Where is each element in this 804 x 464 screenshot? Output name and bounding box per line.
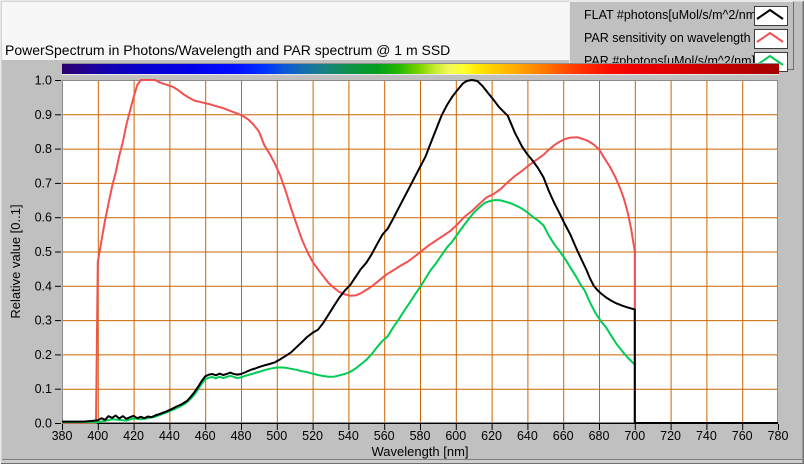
y-tick-label: 0.0 (35, 417, 52, 431)
title-band: PowerSpectrum in Photons/Wavelength and … (2, 2, 569, 60)
x-tick-label: 680 (589, 429, 610, 443)
legend-line-sample[interactable] (754, 29, 788, 49)
x-tick-label: 380 (52, 429, 73, 443)
legend-label: FLAT #photons[uMol/s/m^2/nm] (584, 8, 760, 22)
x-tick-label: 480 (231, 429, 252, 443)
y-tick-label: 0.7 (35, 176, 52, 190)
legend-item-par-sensitivity[interactable]: PAR sensitivity on wavelength (570, 28, 793, 49)
y-tick-label: 0.6 (35, 211, 52, 225)
x-tick-label: 720 (660, 429, 681, 443)
x-tick-label: 400 (87, 429, 108, 443)
y-tick-label: 0.1 (35, 382, 52, 396)
series-par-sensitivity-on-wavelength (62, 79, 636, 424)
x-tick-label: 560 (374, 429, 395, 443)
x-tick-label: 760 (732, 429, 753, 443)
legend-item-flat-photons[interactable]: FLAT #photons[uMol/s/m^2/nm] (570, 5, 793, 26)
x-tick-label: 420 (123, 429, 144, 443)
x-tick-label: 540 (338, 429, 359, 443)
plot-frame (62, 80, 778, 423)
x-tick-label: 440 (159, 429, 180, 443)
x-tick-label: 780 (768, 429, 789, 443)
x-tick-label: 580 (410, 429, 431, 443)
x-tick-label: 740 (696, 429, 717, 443)
spectrum-colorbar (62, 63, 779, 75)
y-tick-label: 0.8 (35, 142, 52, 156)
y-tick-label: 0.3 (35, 314, 52, 328)
x-tick-label: 640 (517, 429, 538, 443)
x-tick-label: 460 (195, 429, 216, 443)
x-tick-label: 700 (624, 429, 645, 443)
y-tick-label: 0.2 (35, 348, 52, 362)
legend-label: PAR sensitivity on wavelength (584, 31, 751, 45)
x-tick-label: 620 (481, 429, 502, 443)
y-tick-label: 0.9 (35, 108, 52, 122)
x-tick-label: 520 (302, 429, 323, 443)
series-flat-photons-umol-s-m-2-nm (62, 79, 778, 424)
series-par-photons-umol-s-m-2-nm (62, 199, 636, 424)
window-bottom-edge (2, 459, 802, 463)
graph-title: PowerSpectrum in Photons/Wavelength and … (5, 42, 451, 58)
y-tick-label: 1.0 (35, 74, 52, 88)
legend-line-sample[interactable] (754, 6, 788, 26)
x-tick-label: 660 (553, 429, 574, 443)
y-tick-label: 0.5 (35, 245, 52, 259)
y-tick-label: 0.4 (35, 279, 52, 293)
x-axis-title: Wavelength [nm] (371, 444, 468, 459)
y-axis-title: Relative value [0..1] (8, 204, 23, 318)
x-tick-label: 600 (445, 429, 466, 443)
x-tick-label: 500 (266, 429, 287, 443)
